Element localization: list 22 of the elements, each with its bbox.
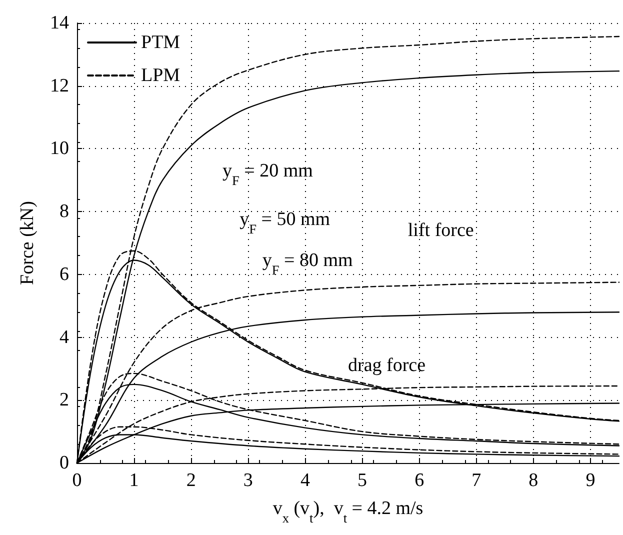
x-tick-label: 8 <box>528 470 538 491</box>
y-tick-label: 12 <box>50 75 69 96</box>
x-tick-label: 7 <box>472 470 482 491</box>
x-tick-label: 2 <box>186 470 196 491</box>
y-tick-label: 2 <box>60 390 69 411</box>
y-tick-label: 4 <box>60 326 70 348</box>
annotation: drag force <box>348 355 426 376</box>
legend-label: LPM <box>141 65 180 86</box>
x-tick-label: 3 <box>243 470 253 491</box>
y-tick-label: 8 <box>60 201 69 222</box>
legend-label: PTM <box>141 32 180 53</box>
x-tick-label: 9 <box>586 470 596 491</box>
y-tick-label: 0 <box>60 452 69 474</box>
y-tick-label: 6 <box>60 264 69 285</box>
x-tick-label: 1 <box>129 470 139 491</box>
x-tick-label: 6 <box>414 470 424 491</box>
annotation: lift force <box>408 220 474 241</box>
y-tick-label: 14 <box>50 12 70 34</box>
x-tick-label: 5 <box>358 470 368 491</box>
y-axis-title: Force (kN) <box>17 201 38 285</box>
x-tick-label: 4 <box>300 470 310 491</box>
y-tick-label: 10 <box>50 138 69 160</box>
